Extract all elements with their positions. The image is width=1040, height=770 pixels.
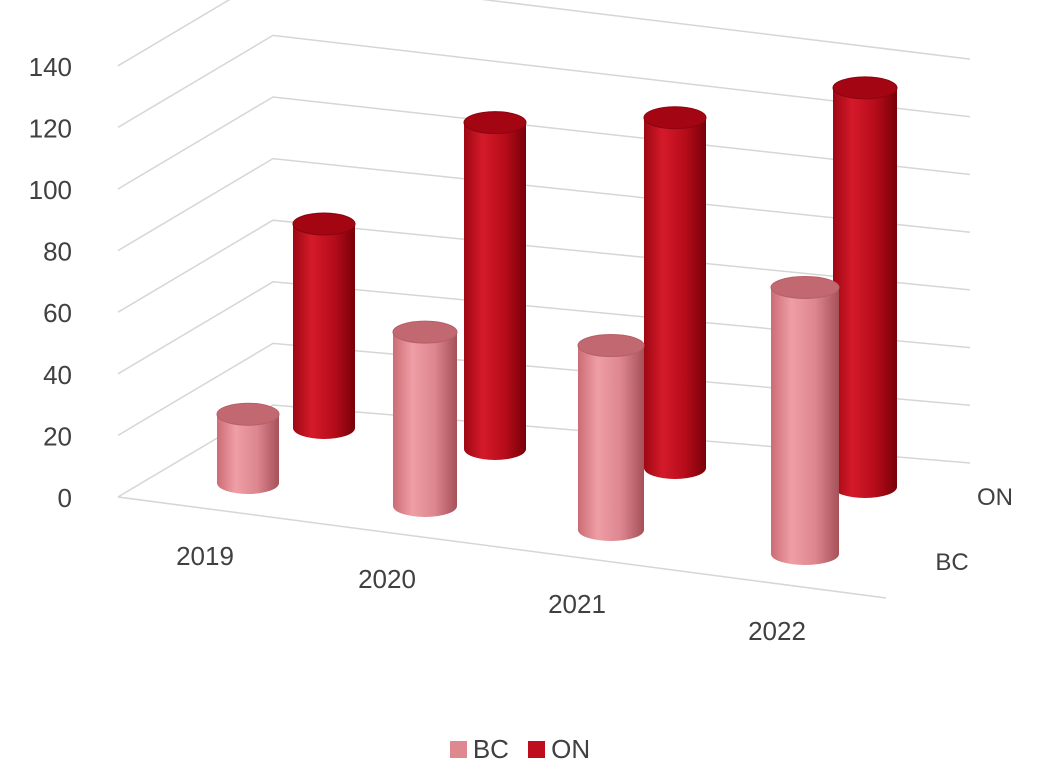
bar-bc-2021 — [577, 334, 645, 541]
x-axis-labels: 2019 2020 2021 2022 — [176, 541, 806, 646]
gridline-140 — [117, 0, 971, 67]
bar-on-2022 — [832, 76, 898, 499]
legend-item-on: ON — [528, 734, 590, 765]
gridline-20 — [117, 342, 971, 437]
x-tick-label: 2021 — [548, 589, 606, 619]
y-tick-label: 20 — [43, 421, 72, 451]
floor-edge — [117, 496, 887, 599]
cylinder-body — [464, 122, 526, 460]
legend-label-on: ON — [551, 734, 591, 764]
cylinder-body — [771, 287, 839, 565]
bar-on-2021 — [643, 106, 707, 479]
gridline-80 — [117, 157, 971, 252]
depth-axis-labels: BC ON — [935, 484, 1013, 576]
gridline-100 — [117, 96, 971, 190]
cylinder-body — [578, 345, 644, 541]
depth-label: BC — [935, 549, 968, 576]
depth-label: ON — [977, 484, 1013, 511]
y-tick-label: 120 — [29, 113, 72, 143]
y-tick-label: 60 — [43, 298, 72, 328]
y-tick-label: 0 — [58, 483, 72, 513]
bar-on-2020 — [463, 111, 527, 460]
gridline-120 — [117, 34, 971, 129]
bars — [216, 76, 898, 565]
gridline-40 — [117, 281, 971, 375]
gridline-60 — [117, 219, 971, 313]
legend-item-bc: BC — [449, 734, 509, 765]
legend: BC ON — [0, 734, 1040, 765]
y-tick-label: 140 — [29, 52, 72, 82]
bar-bc-2022 — [770, 276, 840, 565]
bar-bc-2020 — [392, 320, 458, 517]
gridline-0 — [117, 404, 971, 498]
bar-on-2019 — [292, 212, 356, 439]
cylinder-top — [577, 334, 645, 358]
cylinder-top — [392, 320, 458, 344]
cylinder-body — [833, 87, 897, 499]
y-tick-label: 100 — [29, 175, 72, 205]
y-tick-label: 40 — [43, 360, 72, 390]
cylinder-body — [293, 224, 355, 439]
gridlines — [117, 0, 971, 599]
cylinder-body — [393, 332, 457, 517]
cylinder-body — [644, 117, 706, 479]
y-axis-ticks: 0 20 40 60 80 100 120 140 — [29, 52, 72, 513]
x-tick-label: 2020 — [358, 564, 416, 594]
cylinder-top — [643, 106, 707, 130]
cylinder-top — [463, 111, 527, 135]
cylinder-body — [217, 414, 279, 494]
x-tick-label: 2022 — [748, 616, 806, 646]
legend-swatch-bc — [449, 741, 467, 758]
y-tick-label: 80 — [43, 237, 72, 267]
cylinder-top — [770, 276, 840, 299]
cylinder-top — [832, 76, 898, 100]
cylinder-top — [292, 212, 356, 236]
legend-swatch-on — [528, 741, 546, 758]
x-tick-label: 2019 — [176, 541, 234, 571]
cylinder-top — [216, 402, 280, 426]
legend-label-bc: BC — [472, 734, 509, 764]
bar-bc-2019 — [216, 402, 280, 494]
